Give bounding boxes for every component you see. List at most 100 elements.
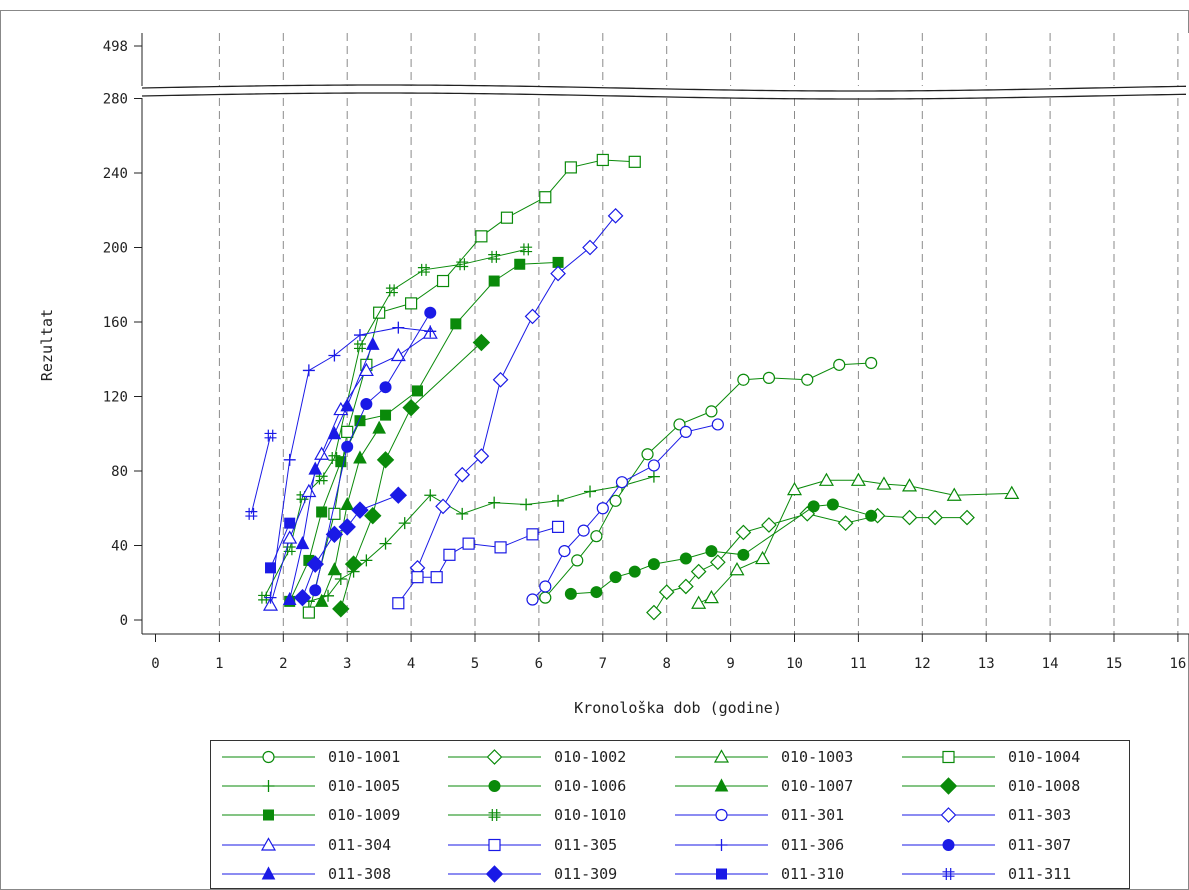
data-point: [959, 509, 975, 526]
data-point: [282, 591, 297, 606]
legend-marker: [263, 809, 274, 821]
legend-marker: [714, 778, 729, 792]
data-point: [327, 426, 342, 440]
series-line: [263, 248, 527, 598]
data-point: [332, 600, 350, 618]
legend-entry: 010-1006: [448, 777, 626, 795]
legend-marker: [488, 809, 501, 821]
data-point: [818, 472, 834, 486]
x-tick-label: 2: [279, 656, 287, 672]
data-point: [462, 537, 475, 550]
data-point: [258, 591, 271, 604]
data-point: [295, 536, 310, 550]
series-011-310: [265, 517, 296, 574]
legend-label: 011-304: [328, 836, 391, 854]
data-point: [526, 593, 539, 606]
data-point: [807, 500, 820, 513]
data-point: [293, 588, 312, 607]
y-tick-label: 200: [103, 241, 128, 257]
data-point: [340, 398, 355, 412]
y-tick-label: 498: [103, 39, 128, 55]
legend-marker: [260, 837, 277, 851]
legend-entry: 011-301: [675, 806, 844, 824]
data-point: [711, 418, 724, 431]
series-layer: [245, 153, 1020, 621]
legend-entry: 011-304: [222, 836, 391, 854]
data-point: [389, 486, 408, 504]
x-tick-label: 15: [1106, 656, 1123, 672]
legend-marker: [715, 808, 728, 822]
legend-label: 010-1006: [554, 777, 626, 795]
data-point: [265, 562, 277, 574]
legend-marker: [262, 780, 275, 792]
legend-entry: 010-1007: [675, 777, 853, 795]
data-point: [596, 502, 609, 515]
data-point: [435, 498, 451, 515]
legend-label: 010-1009: [328, 806, 400, 824]
legend-label: 010-1004: [1008, 748, 1080, 766]
data-point: [284, 517, 296, 529]
data-point: [264, 429, 277, 442]
data-point: [354, 415, 366, 427]
data-point: [520, 498, 533, 511]
x-tick-label: 0: [151, 656, 159, 672]
legend-entry: 011-306: [675, 836, 844, 854]
data-point: [473, 448, 490, 464]
legend-label: 011-301: [781, 806, 844, 824]
data-point: [500, 211, 514, 224]
data-point: [424, 489, 437, 502]
data-point: [628, 155, 641, 168]
data-point: [341, 440, 354, 453]
data-point: [372, 420, 386, 434]
legend-entry: 011-308: [222, 865, 391, 883]
legend-label: 010-1008: [1008, 777, 1080, 795]
data-point: [679, 552, 692, 565]
data-point: [314, 446, 330, 460]
x-tick-label: 3: [343, 656, 351, 672]
y-axis-title: Rezultat: [38, 309, 56, 381]
data-point: [405, 297, 418, 310]
legend-marker: [716, 868, 727, 880]
vertical-grid-lines: [218, 33, 1179, 634]
data-point: [411, 385, 423, 397]
legend-entry: 010-1001: [222, 748, 400, 766]
data-point: [850, 472, 866, 486]
data-point: [658, 584, 675, 600]
data-point: [801, 373, 814, 386]
data-point: [417, 263, 430, 276]
data-point: [306, 555, 324, 573]
legend-entry: 011-310: [675, 865, 844, 883]
legend-entry: 010-1008: [902, 777, 1080, 795]
data-point: [424, 306, 437, 319]
data-point: [690, 563, 707, 580]
legend-label: 011-310: [781, 865, 844, 883]
legend-entry: 010-1004: [902, 748, 1080, 766]
data-point: [647, 470, 660, 483]
legend-entry: 010-1010: [448, 806, 626, 824]
data-point: [390, 347, 406, 362]
legend-marker: [488, 780, 501, 792]
axes: [141, 33, 1189, 635]
legend-marker: [486, 749, 503, 765]
legend-entry: 011-305: [448, 836, 617, 854]
data-point: [472, 333, 491, 352]
data-point: [283, 453, 296, 466]
legend-entry: 010-1009: [222, 806, 400, 824]
data-point: [584, 485, 597, 498]
data-point: [456, 507, 469, 520]
data-point: [876, 476, 892, 490]
legend-label: 011-306: [781, 836, 844, 854]
x-tick-label: 9: [726, 656, 734, 672]
data-point: [833, 358, 846, 371]
data-point: [539, 191, 552, 204]
y-tick-label: 80: [111, 464, 128, 480]
data-point: [678, 578, 694, 595]
y-tick-label: 240: [103, 166, 128, 182]
data-point: [351, 501, 369, 519]
data-point: [262, 597, 279, 611]
data-point: [308, 461, 323, 475]
data-point: [328, 507, 341, 520]
x-tick-label: 16: [1169, 656, 1186, 672]
data-point: [296, 491, 309, 504]
series-010-1010: [258, 243, 533, 604]
